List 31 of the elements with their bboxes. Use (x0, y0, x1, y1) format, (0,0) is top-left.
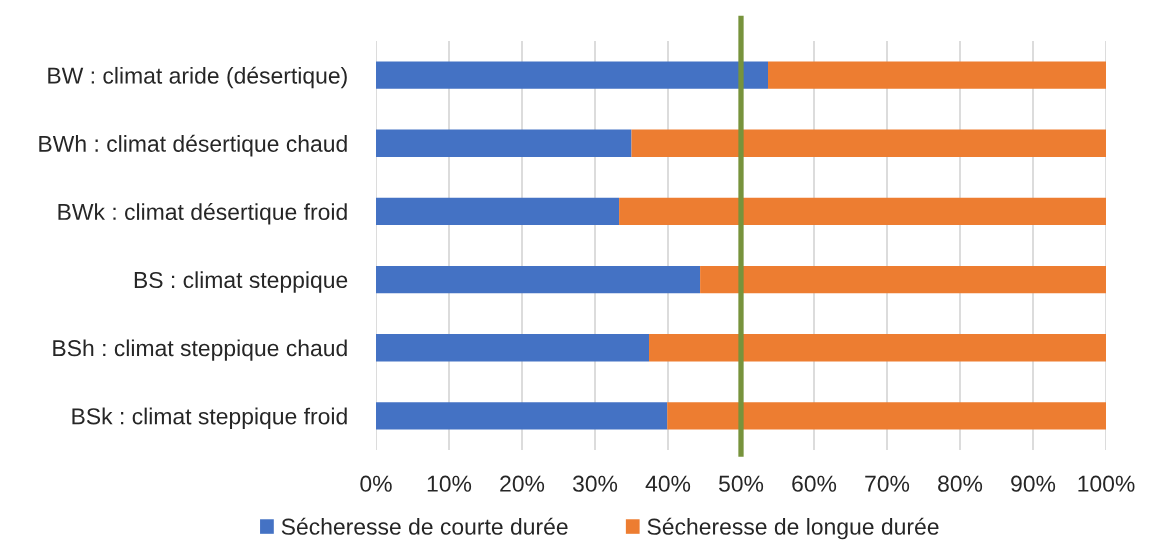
y-tick-label: BW : climat aride (désertique) (48, 66, 347, 89)
x-tick-label: 50% (718, 475, 764, 492)
x-tick-label: 40% (645, 475, 691, 492)
y-tick-label: BSk : climat steppique froid (72, 407, 347, 429)
x-tick-label: 0% (360, 475, 392, 492)
y-tick-label: BWh : climat désertique chaud (39, 134, 347, 157)
bar (768, 61, 1106, 89)
x-tick-label: 100% (1078, 475, 1135, 492)
x-tick-label: 90% (1011, 475, 1056, 492)
bar (376, 265, 701, 294)
bar (376, 129, 632, 157)
bar (376, 402, 668, 430)
x-tick-label: 30% (572, 475, 618, 492)
legend-label: Sécheresse de longue durée (647, 517, 939, 540)
bar (631, 129, 1106, 157)
x-tick-label: 20% (500, 475, 545, 492)
bar (649, 334, 1106, 362)
bar (700, 265, 1106, 294)
bar (376, 197, 620, 226)
bar (376, 334, 650, 362)
bar (667, 402, 1106, 430)
bar (619, 197, 1106, 226)
x-tick-label: 70% (865, 475, 910, 492)
bar (376, 61, 769, 89)
x-tick-label: 10% (427, 475, 472, 492)
x-tick-label: 80% (938, 475, 983, 492)
y-tick-label: BS : climat steppique (134, 271, 348, 293)
legend-label: Sécheresse de courte durée (281, 517, 568, 535)
y-tick-label: BSh : climat steppique chaud (53, 339, 347, 361)
x-tick-label: 60% (792, 475, 837, 492)
y-tick-label: BWk : climat désertique froid (58, 202, 347, 225)
